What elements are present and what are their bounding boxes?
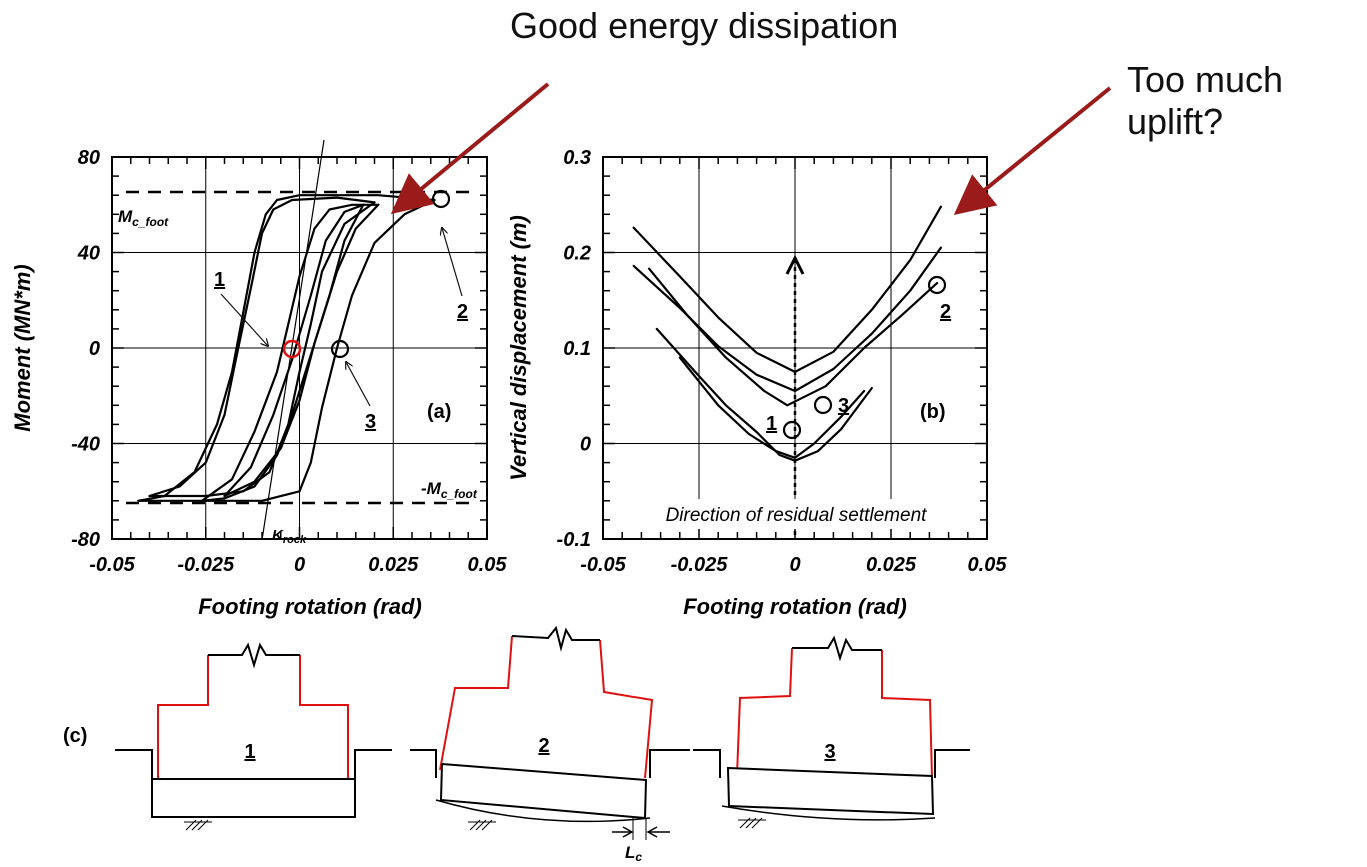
panel-a-series-5	[200, 203, 380, 502]
panel-a-series-3	[148, 196, 376, 498]
panel-b-grid	[603, 157, 987, 539]
panel-a-point-1-leader	[220, 293, 268, 346]
panel-a-ticks	[111, 156, 488, 540]
settlement-direction-arrowhead	[785, 254, 805, 275]
panel-a-series-7	[223, 203, 365, 498]
panel-a-marker-3	[330, 339, 350, 359]
krock-label: Krock	[272, 527, 307, 546]
callout-uplift-line1: Too much	[1127, 59, 1284, 100]
stage-3-label: 3	[824, 741, 835, 763]
panel-a-point-2-leader	[442, 228, 463, 297]
energy-arrow	[390, 82, 550, 215]
x-tick-label: 0.025	[368, 554, 419, 576]
x-tick-label: -0.025	[671, 554, 729, 576]
callout-uplift-line2: uplift?	[1127, 101, 1224, 142]
stage-2-structure: 2 Lc	[410, 625, 690, 864]
panel-b-point-1-label: 1	[766, 413, 777, 435]
x-tick-label: 0.05	[468, 554, 508, 576]
stage-3-structure: 3	[693, 635, 970, 829]
panel-b-ticks	[602, 156, 988, 540]
y-tick-label: 40	[77, 243, 100, 265]
y-tick-label: -80	[71, 529, 100, 551]
y-tick-label: 80	[78, 147, 100, 169]
x-tick-label: 0.025	[866, 554, 917, 576]
panel-b-series-2	[632, 246, 943, 393]
lc-label: Lc	[625, 843, 642, 864]
mc-foot-label: Mc_foot	[118, 207, 169, 229]
panel-a-point-1-label: 1	[214, 269, 225, 291]
panel-b-series-1	[632, 205, 943, 373]
y-tick-label: 0.1	[563, 338, 591, 360]
x-tick-label: -0.025	[177, 554, 235, 576]
panel-a-tag: (a)	[427, 401, 451, 423]
panel-a-marker-2	[431, 189, 451, 209]
panel-b-marker-1	[782, 420, 802, 440]
panel-a: -0.05 -0.025 0 0.025 0.05 80 40 0 -40 -80 Footin…	[10, 139, 507, 619]
stage-1-label: 1	[244, 741, 255, 763]
uplift-arrow	[953, 86, 1112, 216]
panel-b-y-axis-label: Vertical displacement (m)	[506, 215, 531, 481]
panel-b-series-5	[678, 356, 866, 459]
panel-a-series-8	[223, 203, 365, 498]
panel-b: -0.05 -0.025 0 0.025 0.05 0.3 0.2 0.1 0 -0.1 Foo…	[506, 147, 1007, 619]
x-tick-label: 0.05	[968, 554, 1008, 576]
panel-a-x-axis-label: Footing rotation (rad)	[198, 594, 422, 619]
y-tick-label: 0	[580, 434, 591, 456]
panel-a-series-6	[200, 203, 380, 502]
stage-1-structure: 1	[115, 642, 392, 831]
callout-energy: Good energy dissipation	[510, 5, 899, 46]
panel-b-point-3-label: 3	[838, 395, 849, 417]
panel-b-point-2-label: 2	[940, 301, 951, 323]
y-tick-label: 0.2	[563, 243, 591, 265]
panel-a-series	[137, 194, 436, 502]
x-tick-label: 0	[789, 554, 800, 576]
panel-a-x-tick-labels: -0.05 -0.025 0 0.025 0.05	[89, 554, 507, 576]
panel-b-marker-2	[927, 275, 947, 295]
y-tick-label: 0	[89, 338, 100, 360]
direction-label-background	[620, 499, 972, 529]
x-tick-label: 0	[294, 554, 305, 576]
panel-a-y-axis-label: Moment (MN*m)	[10, 264, 35, 431]
x-tick-label: -0.05	[580, 554, 626, 576]
panel-b-series-3	[647, 267, 939, 407]
panel-a-point-3-leader	[346, 362, 371, 407]
panel-a-point-3-label: 3	[365, 411, 376, 433]
panel-a-y-tick-labels: 80 40 0 -40 -80	[71, 147, 100, 551]
panel-a-series-4	[148, 201, 376, 498]
panel-c-tag: (c)	[63, 725, 87, 747]
panel-b-y-tick-labels: 0.3 0.2 0.1 0 -0.1	[557, 147, 591, 551]
panel-b-tag: (b)	[920, 401, 946, 423]
panel-b-x-axis-label: Footing rotation (rad)	[683, 594, 907, 619]
panel-b-marker-3	[813, 395, 833, 415]
panel-a-point-2-label: 2	[457, 301, 468, 323]
panel-c: (c) 1 2	[63, 625, 970, 864]
y-tick-label: -40	[71, 434, 100, 456]
y-tick-label: -0.1	[557, 529, 591, 551]
x-tick-label: -0.05	[89, 554, 135, 576]
panel-b-series-4	[655, 327, 873, 462]
direction-label: Direction of residual settlement	[666, 505, 928, 526]
neg-mc-foot-label: -Mc_foot	[421, 479, 478, 501]
panel-a-series-2	[137, 198, 436, 502]
y-tick-label: 0.3	[563, 147, 591, 169]
panel-b-x-tick-labels: -0.05 -0.025 0 0.025 0.05	[580, 554, 1007, 576]
stage-2-label: 2	[538, 735, 549, 757]
panel-a-marker-1	[282, 339, 302, 359]
